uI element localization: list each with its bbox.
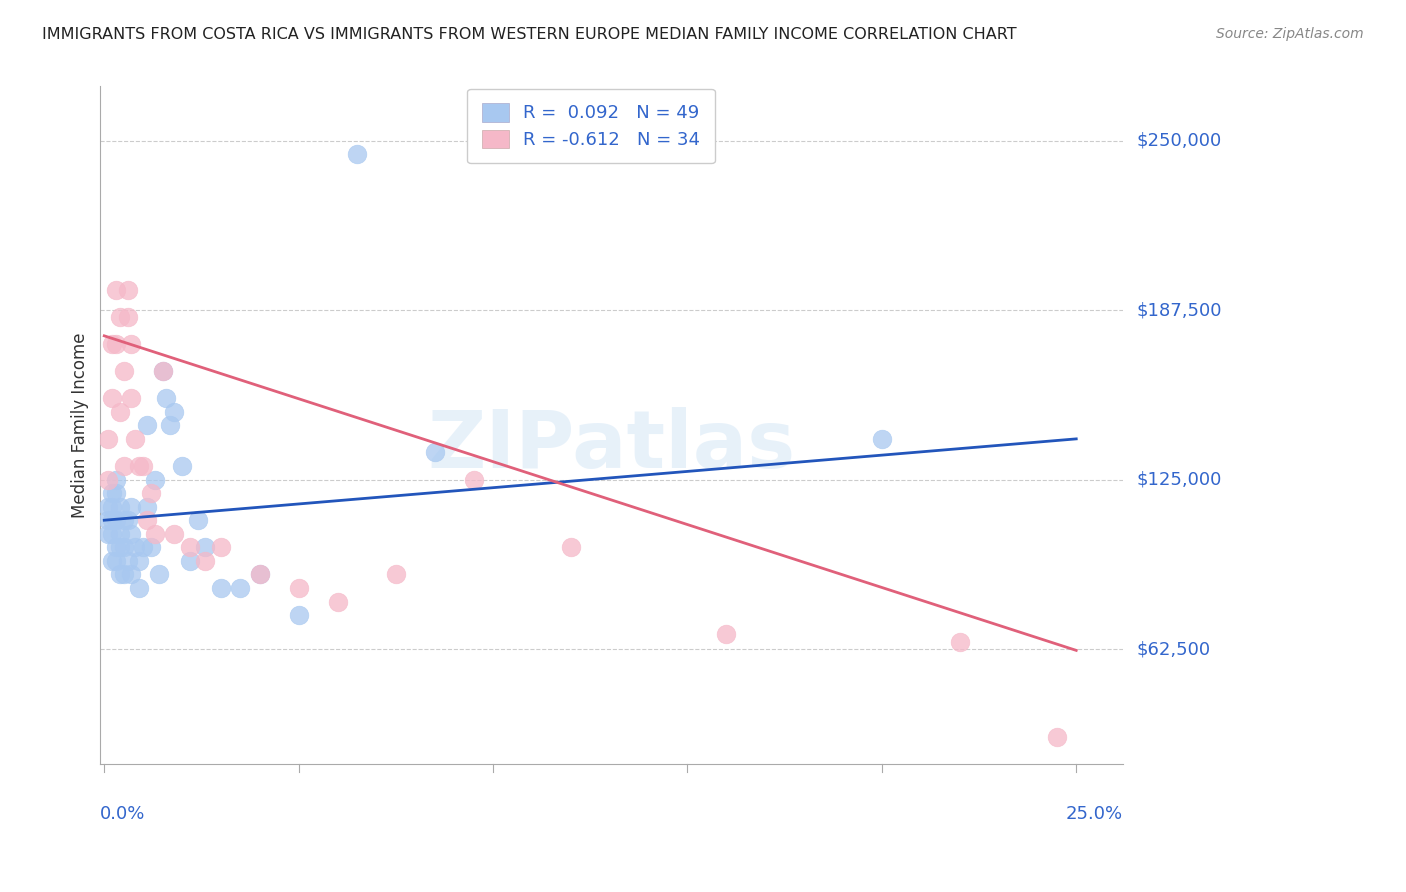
Point	[108, 567, 131, 582]
Point	[155, 391, 177, 405]
Point	[136, 513, 159, 527]
Point	[194, 541, 217, 555]
Point	[249, 567, 271, 582]
Text: $250,000: $250,000	[1137, 132, 1222, 150]
Point	[249, 567, 271, 582]
Text: $125,000: $125,000	[1137, 471, 1222, 489]
Point	[97, 473, 120, 487]
Point	[132, 458, 155, 473]
Point	[112, 364, 135, 378]
Point	[120, 391, 142, 405]
Point	[101, 554, 124, 568]
Legend: R =  0.092   N = 49, R = -0.612   N = 34: R = 0.092 N = 49, R = -0.612 N = 34	[467, 88, 714, 163]
Point	[179, 541, 201, 555]
Point	[120, 567, 142, 582]
Point	[148, 567, 170, 582]
Point	[101, 526, 124, 541]
Point	[163, 405, 186, 419]
Point	[97, 526, 120, 541]
Point	[870, 432, 893, 446]
Point	[97, 513, 120, 527]
Point	[101, 337, 124, 351]
Point	[463, 473, 485, 487]
Point	[346, 147, 368, 161]
Point	[117, 554, 139, 568]
Point	[159, 418, 181, 433]
Text: Source: ZipAtlas.com: Source: ZipAtlas.com	[1216, 27, 1364, 41]
Point	[104, 337, 127, 351]
Text: $187,500: $187,500	[1137, 301, 1222, 319]
Point	[143, 473, 166, 487]
Point	[136, 500, 159, 514]
Point	[117, 513, 139, 527]
Point	[287, 581, 309, 595]
Point	[112, 567, 135, 582]
Point	[132, 541, 155, 555]
Point	[170, 458, 193, 473]
Point	[104, 513, 127, 527]
Point	[117, 283, 139, 297]
Point	[112, 513, 135, 527]
Point	[1046, 730, 1069, 744]
Text: IMMIGRANTS FROM COSTA RICA VS IMMIGRANTS FROM WESTERN EUROPE MEDIAN FAMILY INCOM: IMMIGRANTS FROM COSTA RICA VS IMMIGRANTS…	[42, 27, 1017, 42]
Point	[124, 541, 146, 555]
Point	[101, 500, 124, 514]
Y-axis label: Median Family Income: Median Family Income	[72, 333, 89, 518]
Point	[104, 554, 127, 568]
Point	[108, 541, 131, 555]
Point	[209, 581, 232, 595]
Point	[124, 432, 146, 446]
Text: ZIPatlas: ZIPatlas	[427, 407, 796, 484]
Point	[152, 364, 174, 378]
Point	[104, 486, 127, 500]
Text: $62,500: $62,500	[1137, 640, 1211, 658]
Point	[104, 541, 127, 555]
Point	[385, 567, 408, 582]
Point	[209, 541, 232, 555]
Point	[117, 310, 139, 324]
Point	[108, 526, 131, 541]
Point	[152, 364, 174, 378]
Point	[179, 554, 201, 568]
Point	[139, 541, 162, 555]
Point	[287, 608, 309, 623]
Point	[326, 594, 349, 608]
Point	[194, 554, 217, 568]
Point	[128, 581, 150, 595]
Point	[97, 500, 120, 514]
Point	[716, 627, 738, 641]
Point	[229, 581, 252, 595]
Point	[120, 337, 142, 351]
Point	[120, 526, 142, 541]
Point	[128, 554, 150, 568]
Point	[108, 500, 131, 514]
Point	[97, 432, 120, 446]
Point	[108, 310, 131, 324]
Point	[101, 513, 124, 527]
Point	[187, 513, 209, 527]
Point	[423, 445, 446, 459]
Point	[128, 458, 150, 473]
Point	[136, 418, 159, 433]
Point	[104, 473, 127, 487]
Text: 0.0%: 0.0%	[100, 805, 146, 823]
Point	[112, 541, 135, 555]
Point	[112, 458, 135, 473]
Point	[143, 526, 166, 541]
Point	[108, 405, 131, 419]
Point	[120, 500, 142, 514]
Point	[139, 486, 162, 500]
Point	[101, 486, 124, 500]
Point	[101, 391, 124, 405]
Point	[104, 283, 127, 297]
Point	[560, 541, 582, 555]
Point	[163, 526, 186, 541]
Text: 25.0%: 25.0%	[1066, 805, 1123, 823]
Point	[949, 635, 972, 649]
